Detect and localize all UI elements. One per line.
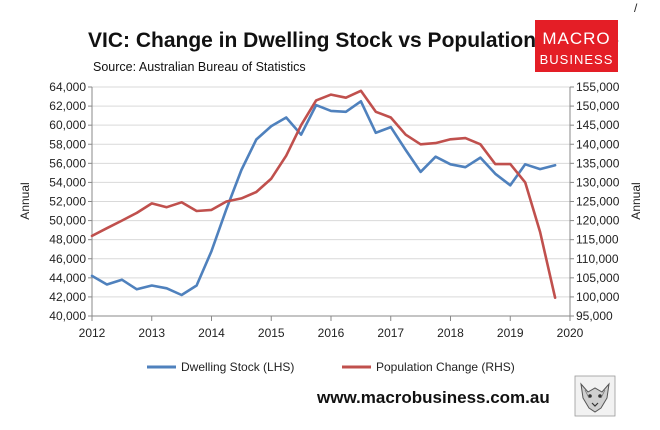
right-tick-label: 105,000 xyxy=(576,271,620,285)
x-tick-label: 2012 xyxy=(79,326,106,340)
right-tick-label: 95,000 xyxy=(576,309,613,323)
left-tick-label: 58,000 xyxy=(49,137,86,151)
left-tick-label: 50,000 xyxy=(49,214,86,228)
right-tick-label: 140,000 xyxy=(576,137,620,151)
right-tick-label: 145,000 xyxy=(576,118,620,132)
series-line-dwelling-stock xyxy=(90,100,557,297)
right-tick-label: 155,000 xyxy=(576,80,620,94)
series-lines xyxy=(90,89,557,300)
logo-line-2: BUSINESS xyxy=(540,52,614,67)
left-tick-label: 60,000 xyxy=(49,118,86,132)
left-tick-label: 64,000 xyxy=(49,80,86,94)
right-tick-label: 110,000 xyxy=(576,252,619,266)
x-tick-label: 2014 xyxy=(198,326,225,340)
chart-subtitle: Source: Australian Bureau of Statistics xyxy=(93,60,306,74)
x-tick-label: 2020 xyxy=(557,326,584,340)
left-tick-label: 54,000 xyxy=(49,175,86,189)
right-tick-label: 115,000 xyxy=(576,233,619,247)
left-tick-label: 48,000 xyxy=(49,233,86,247)
right-tick-label: 135,000 xyxy=(576,156,620,170)
x-tick-label: 2017 xyxy=(377,326,404,340)
wolf-head-icon xyxy=(574,375,616,417)
x-tick-label: 2019 xyxy=(497,326,524,340)
website-url: www.macrobusiness.com.au xyxy=(316,388,550,407)
left-tick-label: 42,000 xyxy=(49,290,86,304)
legend: Dwelling Stock (LHS) Population Change (… xyxy=(147,360,515,374)
right-axis-ticks: 95,000 100,000 105,000 110,000 115,000 120,00… xyxy=(570,80,620,323)
corner-mark: / xyxy=(634,1,638,15)
right-axis-label: Annual xyxy=(629,182,643,219)
x-tick-label: 2018 xyxy=(437,326,464,340)
gridlines xyxy=(92,86,570,317)
legend-label-dwelling-stock: Dwelling Stock (LHS) xyxy=(181,360,294,374)
left-tick-label: 56,000 xyxy=(49,156,86,170)
chart-title: VIC: Change in Dwelling Stock vs Populat… xyxy=(88,29,619,52)
x-tick-label: 2013 xyxy=(138,326,165,340)
logo-line-1: MACRO xyxy=(542,29,610,48)
series-line-population-change xyxy=(90,89,557,300)
left-tick-label: 44,000 xyxy=(49,271,86,285)
right-tick-label: 125,000 xyxy=(576,195,620,209)
left-axis-label: Annual xyxy=(18,182,32,219)
left-tick-label: 46,000 xyxy=(49,252,86,266)
right-tick-label: 150,000 xyxy=(576,99,620,113)
logo-background xyxy=(535,20,618,72)
left-tick-label: 62,000 xyxy=(49,99,86,113)
right-tick-label: 130,000 xyxy=(576,175,620,189)
x-tick-label: 2015 xyxy=(258,326,285,340)
x-tick-label: 2016 xyxy=(318,326,345,340)
right-tick-label: 120,000 xyxy=(576,214,620,228)
left-axis-ticks: 40,000 42,000 44,000 46,000 48,000 50,000 52,0… xyxy=(49,80,92,323)
legend-label-population-change: Population Change (RHS) xyxy=(376,360,515,374)
right-tick-label: 100,000 xyxy=(576,290,620,304)
left-tick-label: 40,000 xyxy=(49,309,86,323)
left-tick-label: 52,000 xyxy=(49,195,86,209)
macro-business-logo: MACRO BUSINESS xyxy=(535,20,618,72)
x-axis-ticks: 2012 2013 2014 2015 2016 2017 2018 2019 2020 xyxy=(79,316,584,340)
